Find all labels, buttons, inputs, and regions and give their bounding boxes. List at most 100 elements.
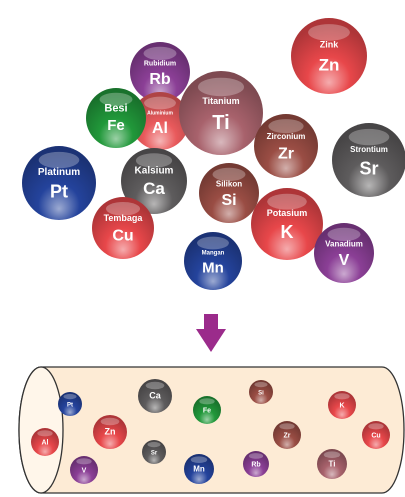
sphere-name-label: Strontium — [350, 145, 388, 154]
sphere-shape — [332, 123, 405, 197]
sphere-highlight — [105, 201, 141, 216]
sphere-highlight — [279, 423, 295, 430]
sphere-symbol-label: Zn — [319, 55, 340, 74]
tube-ball-cu: Cu — [362, 421, 390, 449]
sphere-name-label: Vanadium — [325, 239, 363, 248]
tube-ball-zr: Zr — [273, 421, 301, 449]
sphere-name-label: Silikon — [216, 179, 242, 188]
tube-ball-zn: Zn — [93, 415, 127, 449]
sphere-shape — [184, 232, 242, 290]
sphere-highlight — [323, 451, 341, 459]
sphere-rubidium: Rubidium Rb — [130, 42, 190, 102]
sphere-platinum: Platinum Pt — [22, 146, 96, 220]
sphere-mangan: Mangan Mn — [184, 232, 242, 290]
sphere-name-label: Besi — [104, 102, 127, 114]
sphere-shape — [184, 454, 214, 484]
sphere-symbol-label: Ti — [212, 112, 229, 134]
tube-ball-symbol: V — [82, 468, 87, 475]
sphere-highlight — [199, 398, 215, 405]
down-arrow-icon — [196, 314, 226, 352]
sphere-shape — [362, 421, 390, 449]
sphere-symbol-label: Ca — [143, 179, 165, 198]
sphere-highlight — [63, 393, 77, 400]
tube-ball-symbol: Cu — [371, 433, 380, 440]
sphere-shape — [291, 18, 367, 94]
sphere-name-label: Potasium — [267, 208, 308, 218]
sphere-highlight — [147, 441, 161, 448]
sphere-name-label: Kalsium — [135, 166, 174, 177]
tube-ball-symbol: Zr — [284, 433, 291, 440]
sphere-shape — [254, 114, 318, 178]
sphere-highlight — [190, 456, 208, 464]
sphere-highlight — [308, 24, 350, 41]
sphere-zirconium: Zirconium Zr — [254, 114, 318, 178]
tube-ball-ti: Ti — [317, 449, 347, 479]
sphere-vanadium: Vanadium V — [314, 223, 374, 283]
sphere-shape — [314, 223, 374, 283]
sphere-highlight — [334, 393, 350, 400]
sphere-highlight — [144, 96, 176, 110]
sphere-highlight — [267, 193, 307, 210]
sphere-highlight — [38, 151, 80, 169]
sphere-symbol-label: Pt — [50, 181, 68, 201]
sphere-symbol-label: Sr — [359, 158, 378, 178]
sphere-name-label: Titanium — [202, 96, 239, 106]
sphere-symbol-label: K — [281, 222, 294, 242]
sphere-zink: Zink Zn — [291, 18, 367, 94]
tube-ball-symbol: Zn — [105, 427, 116, 437]
sphere-shape — [179, 71, 263, 155]
sphere-titanium: Titanium Ti — [179, 71, 263, 155]
sphere-aluminium: Aluminium Al — [131, 92, 189, 150]
tube-ball-al: Al — [31, 428, 59, 456]
sphere-shape — [86, 88, 146, 148]
sphere-highlight — [368, 423, 384, 430]
sphere-shape — [130, 42, 190, 102]
tube-ball-symbol: Ti — [329, 460, 336, 469]
sphere-highlight — [99, 92, 133, 106]
sphere-shape — [251, 188, 323, 260]
sphere-highlight — [348, 128, 390, 146]
sphere-kalsium: Kalsium Ca — [121, 148, 187, 214]
sphere-shape — [131, 92, 189, 150]
sphere-name-label: Rubidium — [144, 60, 176, 67]
tube-container: Pt Ca Si Fe K Al Zn Zr Cu Sr V Mn Rb Ti — [18, 366, 405, 494]
sphere-highlight — [248, 453, 264, 459]
tube-ball-symbol: Al — [42, 440, 49, 447]
tube-ball-k: K — [328, 391, 356, 419]
sphere-name-label: Platinum — [38, 167, 80, 178]
sphere-shape — [92, 197, 154, 259]
sphere-highlight — [100, 417, 120, 426]
sphere-shape — [249, 380, 273, 404]
sphere-shape — [93, 415, 127, 449]
sphere-highlight — [135, 153, 173, 168]
sphere-symbol-label: Rb — [149, 71, 171, 88]
sphere-shape — [58, 392, 82, 416]
tube-ball-mn: Mn — [184, 454, 214, 484]
sphere-tembaga: Tembaga Cu — [92, 197, 154, 259]
sphere-name-label: Mangan — [202, 251, 225, 257]
element-spheres-cluster: Zink Zn Rubidium Rb Aluminium Al Titanium Ti Bes… — [22, 18, 405, 290]
tube-ball-symbol: Mn — [193, 465, 205, 474]
sphere-highlight — [254, 381, 268, 388]
tube-ball-symbol: Fe — [203, 408, 211, 415]
sphere-highlight — [37, 430, 53, 437]
sphere-shape — [328, 391, 356, 419]
sphere-shape — [199, 163, 259, 223]
sphere-shape — [121, 148, 187, 214]
sphere-highlight — [143, 46, 177, 61]
tube-ball-symbol: Rb — [251, 462, 260, 469]
sphere-shape — [243, 451, 269, 477]
tube-ball-symbol: Ca — [149, 391, 161, 401]
sphere-potasium: Potasium K — [251, 188, 323, 260]
tube-ball-symbol: K — [339, 403, 344, 410]
sphere-shape — [142, 440, 166, 464]
sphere-highlight — [76, 458, 92, 465]
tube-ball-symbol: Pt — [67, 403, 73, 409]
tube-ball-v: V — [70, 456, 98, 484]
sphere-shape — [138, 379, 172, 413]
sphere-highlight — [212, 167, 246, 181]
sphere-shape — [22, 146, 96, 220]
sphere-highlight — [145, 381, 165, 390]
sphere-besi: Besi Fe — [86, 88, 146, 148]
